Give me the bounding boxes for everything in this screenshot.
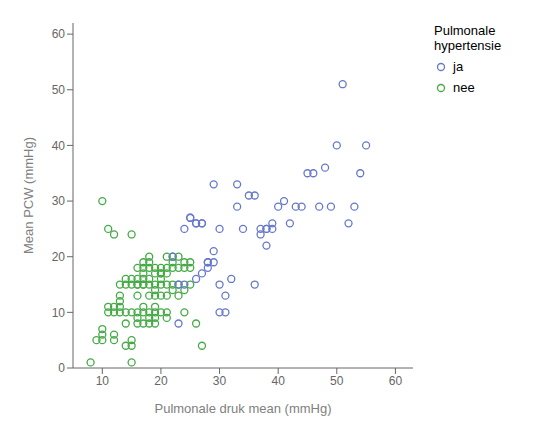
svg-text:30: 30 [213,374,227,388]
html-text:nee: nee [453,80,475,95]
svg-text:20: 20 [52,250,66,264]
svg-text:60: 60 [52,27,66,41]
svg-text:40: 40 [52,139,66,153]
html-text:ja: ja [453,59,464,74]
svg-text:0: 0 [58,361,65,375]
svg-text:60: 60 [389,374,403,388]
svg-text:10: 10 [96,374,110,388]
svg-text:Mean PCW (mmHg): Mean PCW (mmHg) [21,137,36,254]
svg-text:Pulmonale druk mean (mmHg): Pulmonale druk mean (mmHg) [154,401,331,416]
svg-text:20: 20 [154,374,168,388]
svg-text:50: 50 [330,374,344,388]
svg-text:30: 30 [52,194,66,208]
html-text:Pulmonale: Pulmonale [434,23,496,38]
html-text:hypertensie: hypertensie [434,38,502,53]
svg-text:40: 40 [271,374,285,388]
svg-text:50: 50 [52,83,66,97]
svg-text:10: 10 [52,306,66,320]
